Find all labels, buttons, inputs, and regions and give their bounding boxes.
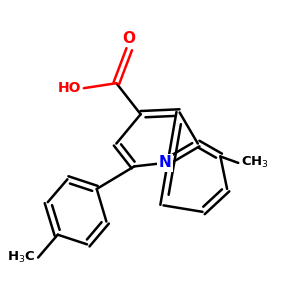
Text: O: O (123, 31, 136, 46)
Text: H$_3$C: H$_3$C (7, 250, 35, 265)
Text: HO: HO (57, 81, 81, 95)
Text: CH$_3$: CH$_3$ (241, 155, 269, 170)
Text: N: N (159, 155, 171, 170)
